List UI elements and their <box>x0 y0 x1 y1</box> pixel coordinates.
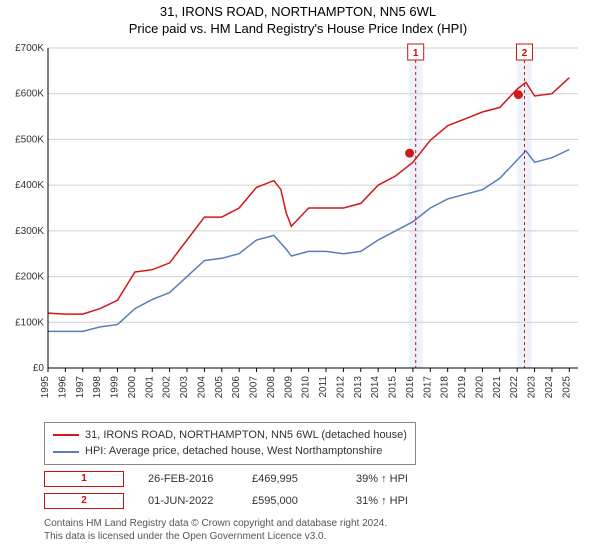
legend-item: HPI: Average price, detached house, West… <box>53 443 407 460</box>
svg-text:1999: 1999 <box>110 375 121 398</box>
svg-text:1: 1 <box>413 48 419 59</box>
svg-text:2015: 2015 <box>388 375 399 398</box>
svg-text:2004: 2004 <box>196 375 207 398</box>
svg-text:2017: 2017 <box>422 375 433 398</box>
svg-text:£400K: £400K <box>15 180 44 191</box>
svg-text:2018: 2018 <box>440 375 451 398</box>
svg-text:2008: 2008 <box>266 375 277 398</box>
svg-text:£300K: £300K <box>15 226 44 237</box>
sale-delta: 31% ↑ HPI <box>356 495 436 507</box>
sale-marker-icon: 2 <box>44 493 124 509</box>
legend-item: 31, IRONS ROAD, NORTHAMPTON, NN5 6WL (de… <box>53 427 407 444</box>
svg-text:2025: 2025 <box>561 375 572 398</box>
svg-text:2014: 2014 <box>370 375 381 398</box>
svg-text:2011: 2011 <box>318 375 329 397</box>
svg-text:2002: 2002 <box>162 375 173 398</box>
svg-text:2012: 2012 <box>335 375 346 398</box>
legend-swatch <box>53 434 79 436</box>
svg-text:2024: 2024 <box>544 375 555 398</box>
svg-text:2007: 2007 <box>249 375 260 398</box>
legend-label: HPI: Average price, detached house, West… <box>85 443 382 460</box>
svg-text:2005: 2005 <box>214 375 225 398</box>
sale-price: £595,000 <box>252 495 332 507</box>
svg-text:2020: 2020 <box>474 375 485 398</box>
svg-text:2013: 2013 <box>353 375 364 398</box>
svg-text:2016: 2016 <box>405 375 416 398</box>
svg-text:£600K: £600K <box>15 88 44 99</box>
svg-text:2003: 2003 <box>179 375 190 398</box>
svg-text:£200K: £200K <box>15 271 44 282</box>
title-line2: Price paid vs. HM Land Registry's House … <box>4 21 592 38</box>
sale-marker-icon: 1 <box>44 471 124 487</box>
svg-text:2000: 2000 <box>127 375 138 398</box>
copyright-line: Contains HM Land Registry data © Crown c… <box>44 517 592 530</box>
sale-entry: 2 01-JUN-2022 £595,000 31% ↑ HPI <box>44 493 592 509</box>
svg-text:2021: 2021 <box>492 375 503 398</box>
sale-entry: 1 26-FEB-2016 £469,995 39% ↑ HPI <box>44 471 592 487</box>
legend: 31, IRONS ROAD, NORTHAMPTON, NN5 6WL (de… <box>44 422 416 465</box>
legend-label: 31, IRONS ROAD, NORTHAMPTON, NN5 6WL (de… <box>85 427 407 444</box>
legend-swatch <box>53 451 79 453</box>
sale-price: £469,995 <box>252 473 332 485</box>
svg-text:£500K: £500K <box>15 134 44 145</box>
sale-date: 01-JUN-2022 <box>148 495 228 507</box>
chart-title: 31, IRONS ROAD, NORTHAMPTON, NN5 6WL Pri… <box>4 4 592 38</box>
copyright-notice: Contains HM Land Registry data © Crown c… <box>44 517 592 543</box>
svg-text:1996: 1996 <box>57 375 68 398</box>
copyright-line: This data is licensed under the Open Gov… <box>44 530 592 543</box>
svg-text:2010: 2010 <box>301 375 312 398</box>
line-chart-svg: £0 £100K £200K £300K £400K £500K £600K £700K 1 2 1… <box>4 42 588 414</box>
svg-text:2: 2 <box>522 48 528 59</box>
chart-area: £0 £100K £200K £300K £400K £500K £600K £700K 1 2 1… <box>4 42 592 414</box>
sale-delta: 39% ↑ HPI <box>356 473 436 485</box>
svg-text:2019: 2019 <box>457 375 468 398</box>
svg-text:2001: 2001 <box>144 375 155 398</box>
sale-date: 26-FEB-2016 <box>148 473 228 485</box>
svg-text:£0: £0 <box>33 363 45 374</box>
svg-text:1998: 1998 <box>92 375 103 398</box>
svg-text:2006: 2006 <box>231 375 242 398</box>
chart-container: 31, IRONS ROAD, NORTHAMPTON, NN5 6WL Pri… <box>0 0 600 560</box>
svg-text:2022: 2022 <box>509 375 520 398</box>
svg-text:£700K: £700K <box>15 43 44 54</box>
svg-text:2023: 2023 <box>527 375 538 398</box>
svg-text:2009: 2009 <box>283 375 294 398</box>
svg-text:£100K: £100K <box>15 317 44 328</box>
title-line1: 31, IRONS ROAD, NORTHAMPTON, NN5 6WL <box>4 4 592 21</box>
svg-text:1995: 1995 <box>40 375 51 398</box>
svg-text:1997: 1997 <box>75 375 86 398</box>
